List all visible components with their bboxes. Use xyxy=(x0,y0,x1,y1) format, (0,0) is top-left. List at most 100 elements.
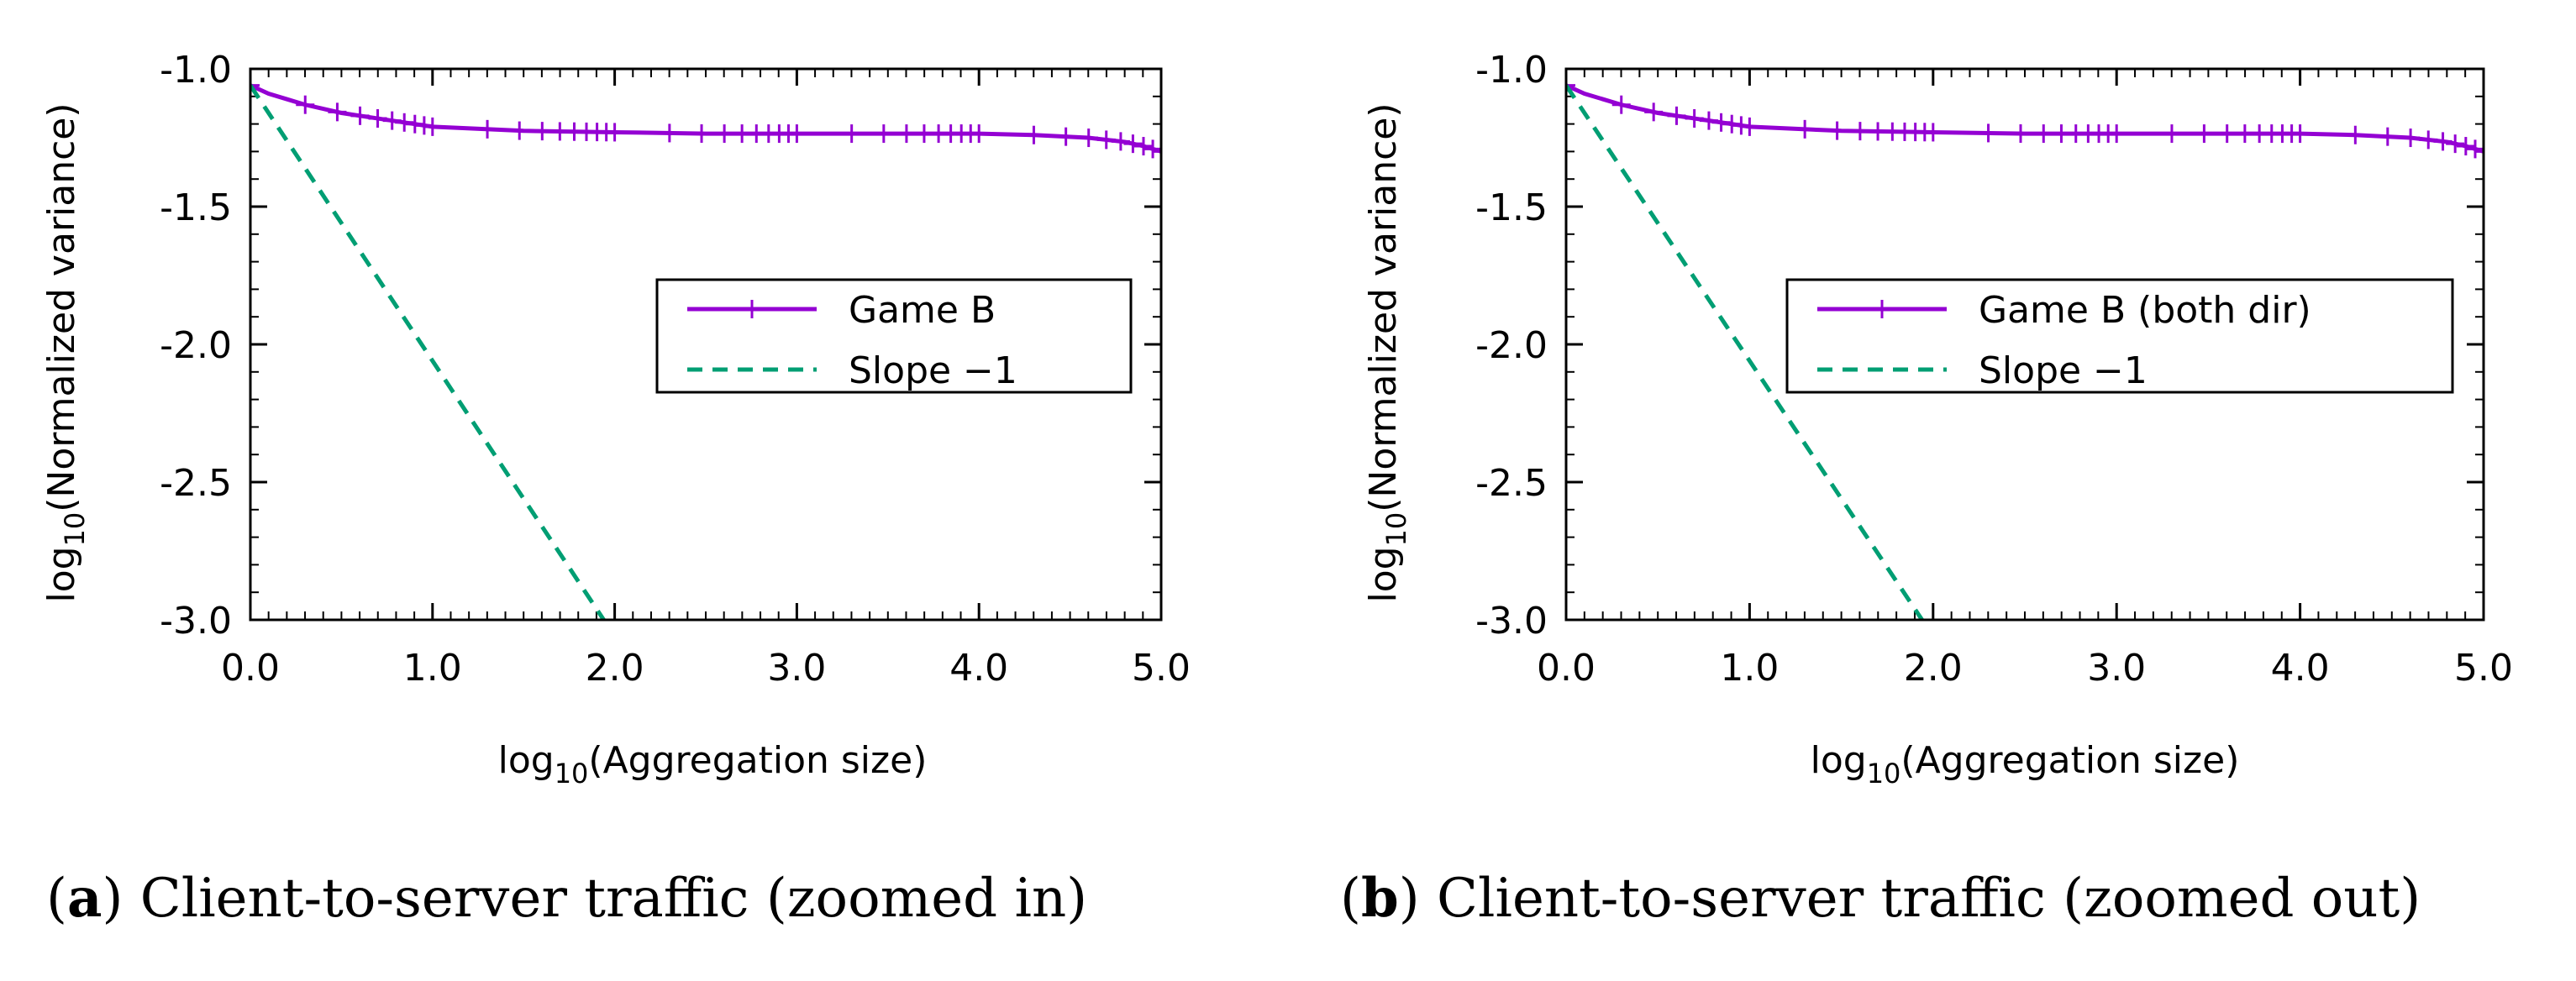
series-marker-plus xyxy=(1923,123,1943,142)
plot-frame xyxy=(1564,67,2485,622)
series-marker-plus xyxy=(1732,116,1751,135)
series-marker-plus xyxy=(533,122,552,141)
series-marker-plus xyxy=(1827,121,1847,140)
series-marker-plus xyxy=(1152,142,1161,161)
x-axis-title: log10(Aggregation size) xyxy=(498,739,928,790)
legend: Game B Slope −1 xyxy=(655,278,1133,394)
y-tick-label: -1.0 xyxy=(1475,49,1548,92)
svg-text:log10(Normalized variance): log10(Normalized variance) xyxy=(1362,102,1412,602)
y-tick-label: -2.0 xyxy=(1475,324,1548,367)
x-tick-label: 3.0 xyxy=(767,647,826,690)
x-tick-label: 0.0 xyxy=(1537,647,1596,690)
x-axis-title-sub: 10 xyxy=(555,758,589,790)
x-tick-label: 4.0 xyxy=(2271,647,2330,690)
legend: Game B (both dir) Slope −1 xyxy=(1785,278,2454,394)
series-marker-plus xyxy=(874,124,893,144)
series-marker-plus xyxy=(1566,76,1575,95)
y-axis-title-rest: (Normalized variance) xyxy=(1362,102,1405,511)
series-marker-plus xyxy=(787,124,807,144)
series-line-game-b xyxy=(250,83,1161,154)
series-marker-plus xyxy=(382,111,402,130)
series-marker-plus xyxy=(250,76,260,95)
series-marker-plus xyxy=(2456,137,2475,156)
legend-label-1: Slope −1 xyxy=(1979,349,2148,392)
series-marker-plus xyxy=(1711,113,1731,132)
caption-a-letter: a xyxy=(66,867,103,930)
x-axis-title-rest: (Aggregation size) xyxy=(1900,739,2239,782)
series-marker-plus xyxy=(423,117,442,136)
x-tick-label: 3.0 xyxy=(2087,647,2146,690)
series-marker-plus xyxy=(1667,106,1686,125)
series-marker-plus xyxy=(970,124,989,144)
series-marker-plus xyxy=(1699,111,1718,130)
series-marker-plus xyxy=(2034,124,2053,144)
x-tick-label: 0.0 xyxy=(221,647,280,690)
series-marker-plus xyxy=(2474,142,2484,161)
x-tick-label: 5.0 xyxy=(1132,647,1191,690)
series-marker-plus xyxy=(328,102,347,122)
caption-a-text: Client-to-server traffic (zoomed in) xyxy=(139,868,1088,930)
series-line-slope xyxy=(1566,84,1924,620)
y-axis-title-prefix: log xyxy=(40,546,83,602)
y-tick-label: -1.5 xyxy=(160,186,232,229)
series-marker-plus xyxy=(2107,124,2127,144)
series-line-slope xyxy=(250,84,606,620)
series-marker-plus xyxy=(1740,117,1759,136)
series-marker-plus xyxy=(2162,124,2181,144)
series-marker-plus xyxy=(510,121,529,140)
x-axis-title-sub: 10 xyxy=(1867,758,1901,790)
caption-b-letter: b xyxy=(1360,867,1399,930)
series-marker-plus xyxy=(296,95,315,114)
series-marker-plus xyxy=(2401,129,2421,148)
series-marker-plus xyxy=(2011,124,2031,144)
series-marker-plus xyxy=(660,123,679,143)
y-axis-title-prefix: log xyxy=(1362,546,1405,602)
series-marker-plus xyxy=(1133,137,1153,156)
series-marker-plus xyxy=(478,119,497,139)
y-tick-label: -1.5 xyxy=(1475,186,1548,229)
series-layer xyxy=(1566,76,2484,620)
caption-b: (b) Client-to-server traffic (zoomed out… xyxy=(1340,867,2421,930)
x-axis-title-prefix: log xyxy=(1811,739,1867,782)
series-marker-plus xyxy=(2433,132,2452,151)
chart-panel-b: log10(Normalized variance) log10(Aggrega… xyxy=(1362,49,2513,790)
series-marker-plus xyxy=(2217,124,2237,144)
svg-text:log10(Aggregation size): log10(Aggregation size) xyxy=(1811,739,2240,790)
plot-frame xyxy=(249,67,1163,622)
x-tick-label: 4.0 xyxy=(949,647,1008,690)
series-marker-plus xyxy=(605,123,624,142)
series-marker-plus xyxy=(2466,139,2484,159)
series-marker-plus xyxy=(692,124,712,144)
legend-label-0: Game B xyxy=(849,289,996,332)
series-marker-plus xyxy=(414,116,434,135)
series-marker-plus xyxy=(1795,119,1815,139)
series-marker-plus xyxy=(1722,114,1742,134)
series-layer xyxy=(250,76,1161,620)
legend-box xyxy=(1785,278,2454,394)
series-marker-plus xyxy=(1123,134,1143,154)
svg-text:log10(Normalized variance): log10(Normalized variance) xyxy=(40,102,91,602)
series-marker-plus xyxy=(1079,129,1098,148)
x-axis-title-rest: (Aggregation size) xyxy=(588,739,927,782)
y-tick-label: -3.0 xyxy=(1475,600,1548,643)
series-marker-plus xyxy=(368,109,387,129)
series-marker-plus xyxy=(1644,102,1664,122)
y-axis-title: log10(Normalized variance) xyxy=(40,102,91,602)
caption-b-text: Client-to-server traffic (zoomed out) xyxy=(1437,868,2421,930)
x-tick-label: 2.0 xyxy=(586,647,644,690)
series-line-game-b xyxy=(1566,83,2484,154)
series-marker-plus xyxy=(1024,125,1044,144)
series-marker-plus xyxy=(2290,124,2310,144)
x-axis-title-prefix: log xyxy=(498,739,555,782)
y-tick-label: -3.0 xyxy=(160,600,232,643)
series-marker-plus xyxy=(842,124,861,144)
y-tick-label: -1.0 xyxy=(160,49,232,92)
series-marker-plus xyxy=(1096,130,1116,150)
y-axis-title-sub: 10 xyxy=(59,512,91,547)
series-marker-plus xyxy=(1611,95,1631,114)
x-tick-label: 1.0 xyxy=(1720,647,1779,690)
tick-layer: 0.0 1.0 2.0 3.0 4.0 5.0 -3.0 -2.5 -2.0 -1.5 -1.0 xyxy=(160,49,1191,690)
legend-label-1: Slope −1 xyxy=(849,349,1017,392)
svg-text:log10(Aggregation size): log10(Aggregation size) xyxy=(498,739,928,790)
series-marker-plus xyxy=(405,114,424,134)
